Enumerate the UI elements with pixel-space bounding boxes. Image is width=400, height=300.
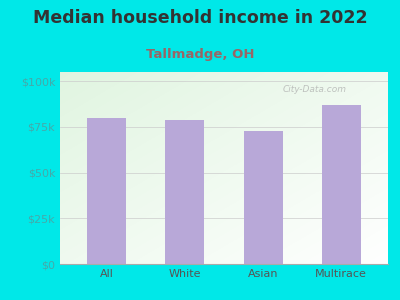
Bar <box>244 130 282 264</box>
Text: Median household income in 2022: Median household income in 2022 <box>33 9 367 27</box>
Bar <box>322 105 361 264</box>
Text: City-Data.com: City-Data.com <box>283 85 347 94</box>
Text: Tallmadge, OH: Tallmadge, OH <box>146 48 254 61</box>
Bar <box>166 119 204 264</box>
Bar <box>87 118 126 264</box>
